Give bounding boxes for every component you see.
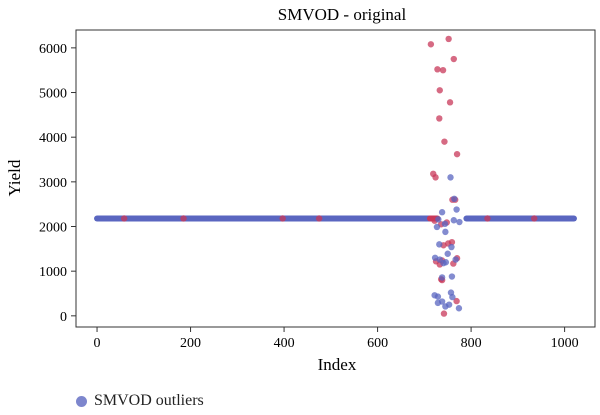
outlier-point xyxy=(449,293,456,301)
y-tick-label: 5000 xyxy=(39,87,67,102)
outlier-point xyxy=(448,243,455,251)
legend: SMVOD outliers xyxy=(76,392,204,410)
outlier-point xyxy=(451,195,458,203)
original-point xyxy=(427,41,435,48)
x-axis-label: Index xyxy=(318,355,357,374)
y-tick-label: 2000 xyxy=(39,221,67,236)
outlier-point xyxy=(442,228,449,236)
outlier-point xyxy=(441,220,449,228)
original-point xyxy=(434,66,441,73)
original-point xyxy=(450,55,457,63)
outlier-point xyxy=(442,303,449,310)
y-tick-label: 1000 xyxy=(39,265,67,280)
outlier-point xyxy=(447,174,454,181)
outlier-point xyxy=(442,259,450,266)
original-point xyxy=(432,174,439,181)
original-point xyxy=(436,87,443,94)
original-point xyxy=(446,99,454,106)
outlier-point xyxy=(433,223,441,231)
outlier-point xyxy=(438,209,446,216)
outlier-point xyxy=(435,216,442,223)
y-tick-label: 6000 xyxy=(39,42,67,57)
y-tick-label: 0 xyxy=(60,310,67,325)
outlier-point xyxy=(453,206,460,213)
original-point xyxy=(439,66,447,74)
x-tick-label: 400 xyxy=(274,336,295,351)
outlier-point xyxy=(452,256,459,263)
x-tick-label: 800 xyxy=(461,336,482,351)
outlier-point xyxy=(450,217,457,224)
outlier-point xyxy=(438,274,446,281)
x-tick-label: 200 xyxy=(180,336,201,351)
original-point xyxy=(315,215,323,222)
x-tick-label: 0 xyxy=(94,336,101,351)
outlier-point xyxy=(444,250,451,257)
original-point xyxy=(441,138,448,145)
plot-frame xyxy=(75,29,596,328)
original-point xyxy=(120,215,128,222)
original-point xyxy=(531,215,538,222)
chart-title: SMVOD - original xyxy=(278,5,407,24)
original-point xyxy=(436,115,443,122)
legend-marker-outliers xyxy=(76,395,87,407)
outlier-point xyxy=(436,241,443,248)
y-axis-label: Yield xyxy=(5,159,24,196)
legend-label-outliers: SMVOD outliers xyxy=(94,392,204,409)
outlier-point xyxy=(434,293,442,300)
original-point xyxy=(453,150,461,158)
data-marks xyxy=(94,35,577,317)
y-tick-label: 4000 xyxy=(39,131,67,146)
original-point xyxy=(279,215,286,222)
original-point xyxy=(453,297,460,305)
outlier-point xyxy=(456,218,463,226)
outlier-point xyxy=(434,299,442,307)
x-tick-label: 600 xyxy=(367,336,388,351)
y-tick-label: 3000 xyxy=(39,176,67,191)
original-point xyxy=(180,215,187,222)
outlier-point xyxy=(448,273,456,280)
x-tick-label: 1000 xyxy=(551,336,579,351)
axis-ticks: 0 200 400 600 800 1000 0 1000 2000 3000 4000 5000 60… xyxy=(39,42,579,351)
original-point xyxy=(445,35,452,43)
original-point xyxy=(440,310,448,317)
original-point xyxy=(484,215,491,222)
outlier-point xyxy=(455,305,463,312)
